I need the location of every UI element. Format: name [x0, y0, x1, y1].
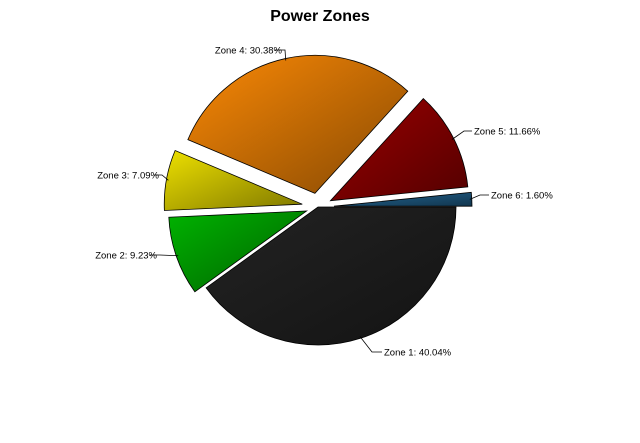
- slice-label-zone-2: Zone 2: 9.23%: [95, 251, 157, 262]
- pie-slice-zone-2: [168, 210, 308, 293]
- slice-label-zone-1: Zone 1: 40.04%: [384, 348, 452, 359]
- pie-slice-zone-1: [205, 206, 457, 346]
- pie-slice-zone-3: [163, 149, 303, 211]
- slice-label-zone-3: Zone 3: 7.09%: [97, 171, 159, 182]
- leader-line-zone-1: [359, 336, 382, 353]
- leader-line-zone-3: [154, 174, 169, 181]
- slices-layer: [163, 54, 473, 346]
- slice-label-zone-6: Zone 6: 1.60%: [491, 191, 553, 202]
- chart-title: Power Zones: [270, 8, 370, 25]
- leader-line-zone-5: [451, 130, 472, 140]
- leader-line-zone-6: [469, 194, 489, 200]
- slice-label-zone-5: Zone 5: 11.66%: [474, 127, 541, 138]
- labels-layer: Zone 1: 40.04% Zone 2: 9.23% Zone 3: 7.09%…: [95, 46, 553, 359]
- pie-slice-zone-6: [333, 191, 473, 207]
- slice-label-zone-4: Zone 4: 30.38%: [215, 46, 283, 57]
- leader-line-zone-4: [275, 49, 287, 61]
- leader-line-zone-2: [150, 254, 179, 257]
